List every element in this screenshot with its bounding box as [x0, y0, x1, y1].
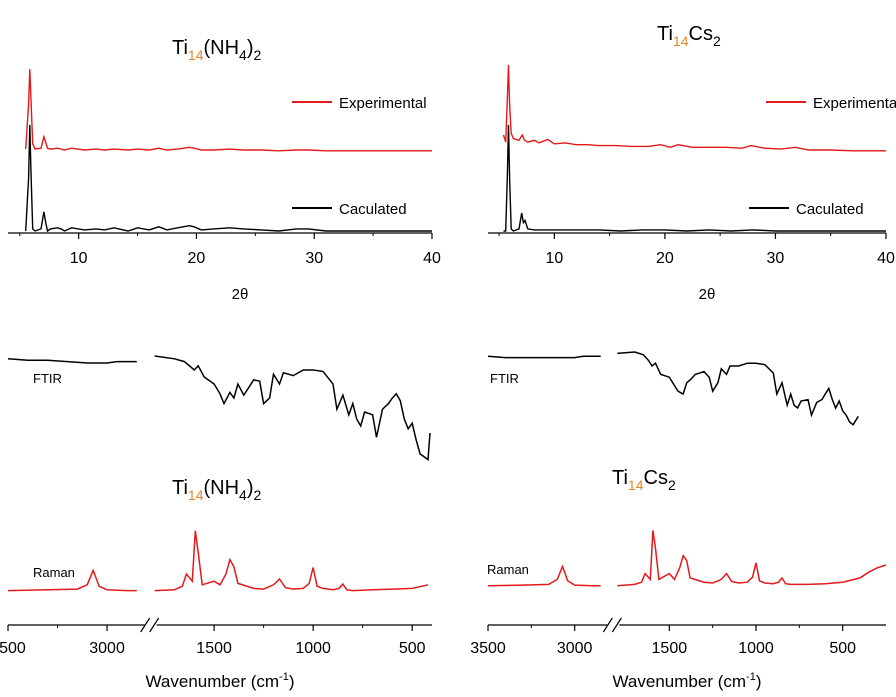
title-text: (NH — [204, 477, 240, 499]
series-line-experimental — [502, 64, 886, 152]
x-tick-label: 10 — [70, 250, 88, 267]
x-axis-label-superscript: -1 — [279, 671, 289, 683]
x-tick-label: 10 — [545, 250, 563, 267]
axis-break-mark — [611, 617, 622, 633]
spectra-2-title: Ti14(NH4)2 — [172, 477, 262, 503]
x-tick-label: 30 — [305, 250, 323, 267]
legend-label-calculated: Caculated — [796, 201, 864, 218]
x-tick-label: 3000 — [89, 640, 125, 657]
title-subscript: 2 — [254, 487, 262, 503]
axis-break-mark — [149, 617, 160, 633]
series-line-raman — [487, 530, 887, 587]
x-tick-label: 20 — [188, 250, 206, 267]
x-axis-label-text: ) — [289, 672, 295, 691]
series-line-caculated — [503, 124, 886, 232]
x-tick-label: 500 — [829, 640, 856, 657]
title-subscript: 2 — [668, 477, 676, 493]
x-axis-label: Wavenumber (cm-1) — [146, 671, 295, 691]
title-text: Ti — [612, 467, 628, 489]
series-line-caculated — [25, 124, 432, 233]
series-line-ftir — [487, 351, 859, 426]
series-line-ftir — [7, 355, 431, 461]
pxrd-0-title: Ti14(NH4)2 — [172, 37, 262, 63]
title-text: Cs — [689, 23, 713, 45]
x-axis-label: 2θ — [699, 286, 716, 303]
title-subscript: 2 — [713, 33, 721, 49]
title-subscript: 14 — [188, 487, 204, 503]
title-subscript: 14 — [628, 477, 644, 493]
title-subscript: 2 — [254, 47, 262, 63]
x-tick-label: 1000 — [295, 640, 331, 657]
title-subscript: 14 — [673, 33, 689, 49]
x-tick-label: 1500 — [196, 640, 232, 657]
x-tick-label: 3000 — [557, 640, 593, 657]
x-axis-label-text: ) — [756, 672, 762, 691]
pxrd-right-panel: 10 20 30 40 2θ Experimental Caculated Ti14Cs2 — [488, 23, 896, 303]
x-tick-label: 1500 — [652, 640, 688, 657]
x-tick-label: 3500 — [0, 640, 26, 657]
series-label-raman: Raman — [33, 565, 75, 580]
title-text: Ti — [657, 23, 673, 45]
title-subscript: 4 — [239, 487, 247, 503]
x-tick-label: 500 — [399, 640, 426, 657]
x-axis-label-text: Wavenumber (cm — [613, 672, 747, 691]
title-text: (NH — [204, 37, 240, 59]
series-label-raman: Raman — [487, 562, 529, 577]
pxrd-left-panel: 10 20 30 40 2θ Experimental Caculated Ti14(NH4)… — [8, 37, 441, 303]
x-axis-label: Wavenumber (cm-1) — [613, 671, 762, 691]
series-line-experimental — [25, 69, 432, 152]
legend-label-calculated: Caculated — [339, 201, 407, 218]
x-tick-label: 1000 — [738, 640, 774, 657]
title-subscript: 4 — [239, 47, 247, 63]
title-text: Ti — [172, 477, 188, 499]
spectra-left-panel: 3500 3000 1500 1000 500 Wavenumber (cm-1) FTIR… — [0, 355, 432, 691]
axis-break-mark — [602, 617, 613, 633]
spectra-right-panel: 3500 3000 1500 1000 500 Wavenumber (cm-1) FTIR… — [470, 351, 887, 691]
x-tick-label: 3500 — [470, 640, 506, 657]
x-tick-label: 40 — [423, 250, 441, 267]
title-text: ) — [247, 477, 254, 499]
title-subscript: 14 — [188, 47, 204, 63]
legend-label-experimental: Experimental — [813, 95, 896, 112]
legend-label-experimental: Experimental — [339, 95, 427, 112]
x-tick-label: 30 — [767, 250, 785, 267]
x-axis-label-superscript: -1 — [746, 671, 756, 683]
x-tick-label: 20 — [656, 250, 674, 267]
series-label-ftir: FTIR — [490, 371, 519, 386]
series-line-raman — [7, 530, 429, 592]
title-text: Ti — [172, 37, 188, 59]
series-label-ftir: FTIR — [33, 371, 62, 386]
spectra-3-title: Ti14Cs2 — [612, 467, 676, 493]
pxrd-1-title: Ti14Cs2 — [657, 23, 721, 49]
title-text: ) — [247, 37, 254, 59]
x-tick-label: 40 — [877, 250, 895, 267]
axis-break-mark — [140, 617, 151, 633]
x-axis-label: 2θ — [232, 286, 249, 303]
title-text: Cs — [644, 467, 668, 489]
x-axis-label-text: Wavenumber (cm — [146, 672, 280, 691]
